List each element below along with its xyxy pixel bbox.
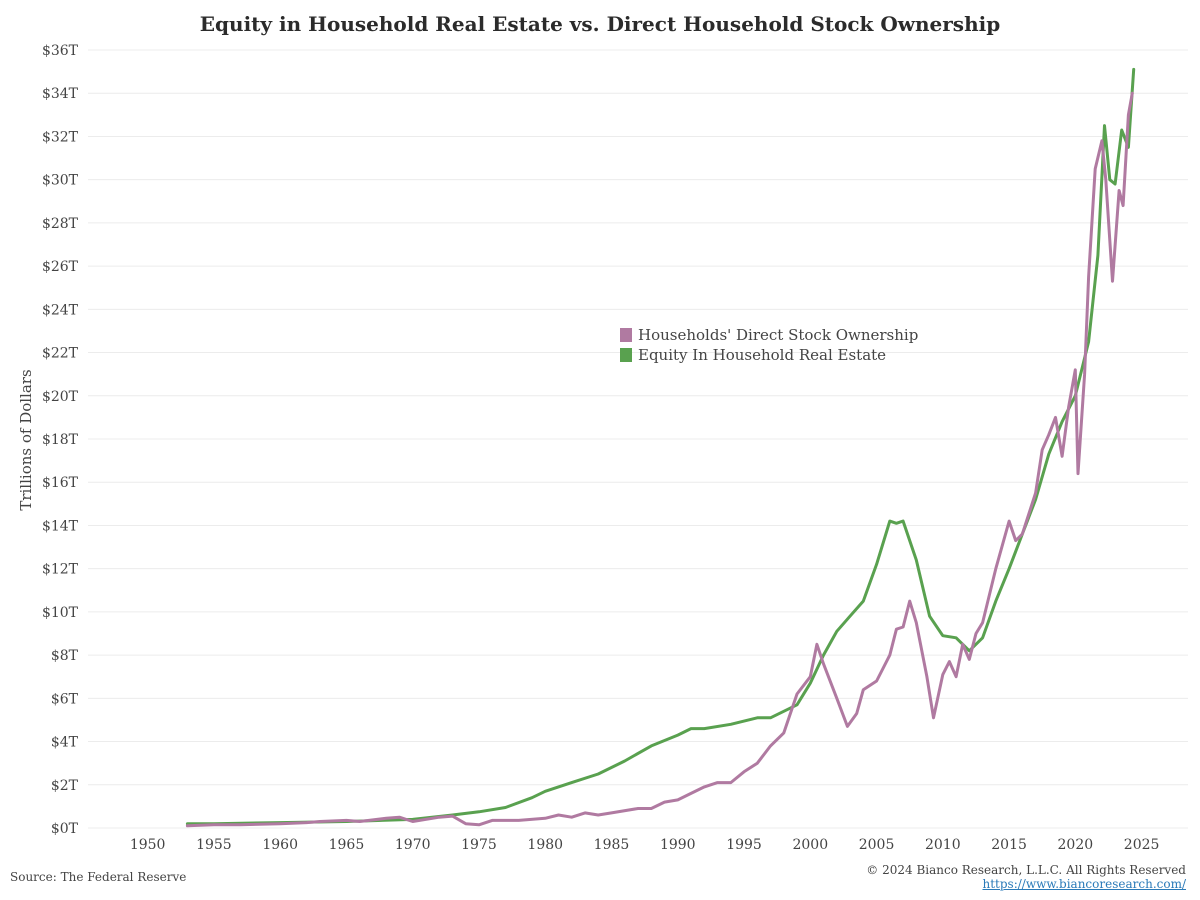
x-tick-label: 1960: [262, 837, 298, 853]
y-tick-label: $20T: [42, 389, 79, 405]
x-tick-label: 1985: [594, 837, 630, 853]
x-tick-label: 1970: [395, 837, 431, 853]
x-tick-label: 2005: [859, 837, 895, 853]
y-tick-label: $6T: [51, 691, 79, 707]
y-tick-label: $24T: [42, 302, 79, 318]
source-note: Source: The Federal Reserve: [10, 870, 187, 884]
y-tick-label: $34T: [42, 86, 79, 102]
y-tick-label: $0T: [51, 821, 79, 837]
y-tick-label: $10T: [42, 605, 79, 621]
y-tick-label: $28T: [42, 216, 79, 232]
y-tick-label: $4T: [51, 735, 79, 751]
x-tick-label: 1950: [130, 837, 166, 853]
legend-item-real-estate[interactable]: Equity In Household Real Estate: [620, 345, 918, 365]
legend-swatch-real-estate: [620, 348, 632, 362]
y-tick-label: $36T: [42, 43, 79, 59]
legend-item-stocks[interactable]: Households' Direct Stock Ownership: [620, 325, 918, 345]
series-lines: [185, 67, 1136, 828]
grid-lines: [88, 49, 1188, 829]
copyright-text: © 2024 Bianco Research, L.L.C. All Right…: [866, 863, 1186, 877]
x-tick-label: 1955: [196, 837, 232, 853]
series-line-real-estate[interactable]: [185, 67, 1136, 826]
x-axis-ticks: 1950 1955 1960 1965 1970 1975 1980 1985 1990 1995…: [130, 837, 1160, 853]
y-tick-label: $26T: [42, 259, 79, 275]
y-tick-label: $22T: [42, 346, 79, 362]
x-tick-label: 2015: [991, 837, 1027, 853]
legend: Households' Direct Stock Ownership Equit…: [620, 325, 918, 365]
x-tick-label: 2020: [1058, 837, 1094, 853]
y-tick-label: $2T: [51, 778, 79, 794]
y-axis-ticks: $0T $2T $4T $6T $8T $10T $12T $14T $16T $18T $20T $…: [42, 43, 79, 837]
x-tick-label: 2010: [925, 837, 961, 853]
chart-title: Equity in Household Real Estate vs. Dire…: [199, 12, 1001, 36]
x-tick-label: 1990: [660, 837, 696, 853]
x-tick-label: 1995: [726, 837, 762, 853]
legend-swatch-stocks: [620, 328, 632, 342]
x-tick-label: 2025: [1124, 837, 1160, 853]
y-tick-label: $18T: [42, 432, 79, 448]
x-tick-label: 1975: [461, 837, 497, 853]
legend-label-real-estate: Equity In Household Real Estate: [638, 346, 887, 364]
x-tick-label: 1965: [329, 837, 365, 853]
y-tick-label: $8T: [51, 648, 79, 664]
y-tick-label: $32T: [42, 129, 79, 145]
website-link[interactable]: https://www.biancoresearch.com/: [982, 877, 1186, 891]
x-tick-label: 1980: [527, 837, 563, 853]
legend-label-stocks: Households' Direct Stock Ownership: [638, 326, 919, 344]
x-tick-label: 2000: [792, 837, 828, 853]
y-tick-label: $16T: [42, 475, 79, 491]
y-tick-label: $30T: [42, 173, 79, 189]
copyright-block: © 2024 Bianco Research, L.L.C. All Right…: [866, 863, 1186, 891]
y-tick-label: $14T: [42, 518, 79, 534]
y-tick-label: $12T: [42, 562, 79, 578]
series-line-stocks[interactable]: [185, 91, 1134, 828]
